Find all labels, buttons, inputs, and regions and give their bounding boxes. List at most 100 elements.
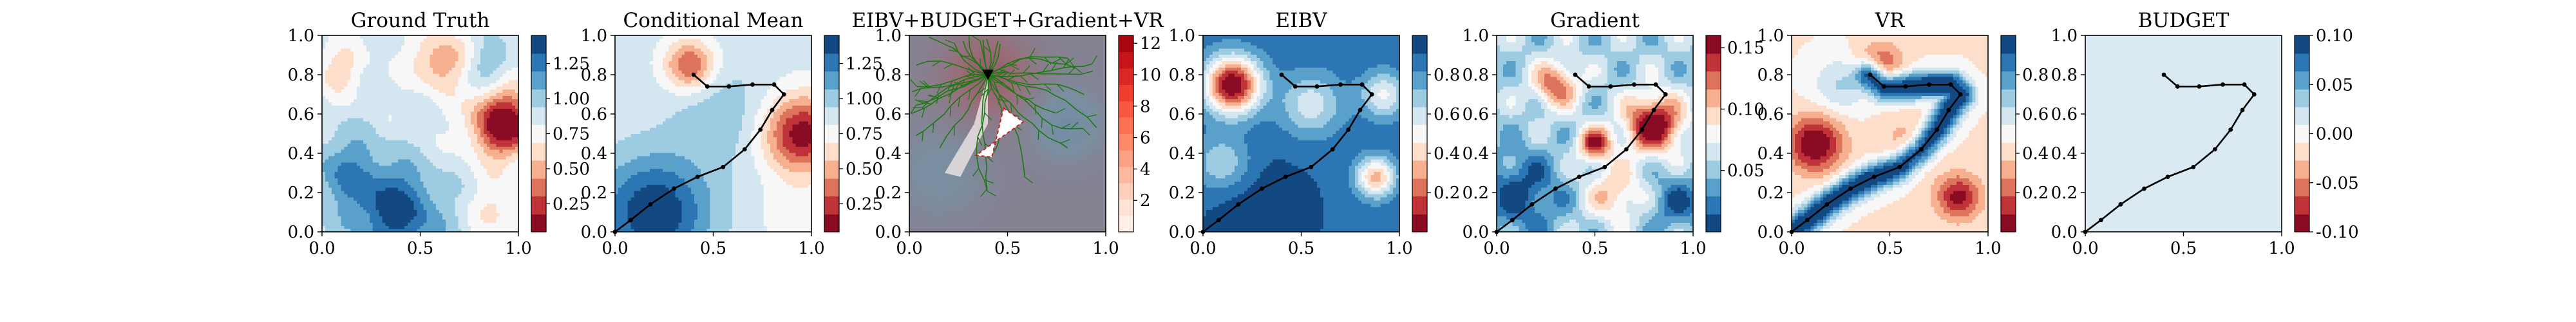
- y-tick-label: 0.4: [581, 144, 607, 164]
- trajectory-waypoint: [2240, 108, 2245, 113]
- colorbar: 0.2 0.4 0.6 0.8: [1412, 35, 1460, 232]
- y-tick-label: 1.0: [1463, 26, 1489, 46]
- trajectory-waypoint: [1602, 165, 1607, 169]
- trajectory-waypoint: [1805, 218, 1810, 223]
- trajectory-waypoint: [772, 82, 777, 87]
- y-tick-label: 0.2: [288, 184, 314, 203]
- colorbar-tick-label: 0.75: [846, 125, 883, 144]
- colorbar-tick-label: 0.50: [553, 160, 590, 179]
- heatmap-ground-truth: [322, 35, 519, 232]
- y-tick-label: 0.4: [875, 144, 902, 164]
- trajectory-waypoint: [2212, 147, 2217, 152]
- colorbar-tick-label: 0.25: [553, 194, 590, 214]
- y-tick-label: 0.6: [581, 105, 607, 124]
- colorbar-tick-label: 6: [1140, 129, 1151, 148]
- trajectory-waypoint: [1577, 175, 1582, 179]
- x-tick-label: 0.0: [896, 239, 922, 258]
- trajectory-waypoint: [1958, 92, 1963, 97]
- y-tick-label: 0.2: [1757, 184, 1784, 203]
- colorbar-tick-label: 0.50: [846, 160, 883, 179]
- x-tick-label: 1.0: [1975, 239, 2001, 258]
- x-tick-label: 1.0: [505, 239, 531, 258]
- x-tick-label: 1.0: [1680, 239, 1706, 258]
- subplot-7: 0.0 0.5 1.00.00.20.40.60.81.0BUDGET-0.10-0…: [2051, 9, 2359, 258]
- selected-region-triangle: [974, 107, 1025, 158]
- trajectory-waypoint: [1358, 108, 1363, 113]
- trajectory-waypoint: [1608, 84, 1613, 89]
- colorbar-tick-label: 1.00: [553, 90, 590, 109]
- colorbar-tick-label: 0.10: [2316, 26, 2353, 46]
- x-tick-label: 0.0: [1483, 239, 1510, 258]
- colorbar-tick-label: 0.4: [2022, 144, 2049, 164]
- colorbar-tick-label: 12: [1140, 34, 1161, 53]
- trajectory-waypoint: [721, 165, 726, 169]
- heatmap-vr: [1792, 35, 1989, 232]
- y-tick-label: 0.2: [581, 184, 607, 203]
- colorbar-tick-label: 1.25: [846, 55, 883, 74]
- x-tick-label: 0.0: [308, 239, 335, 258]
- subplot-title: EIBV: [1275, 9, 1327, 32]
- trajectory-waypoint: [1530, 202, 1535, 207]
- trajectory-waypoint: [1848, 186, 1853, 191]
- colorbar: 0.2 0.4 0.6 0.8: [2000, 35, 2049, 232]
- y-tick-label: 1.0: [581, 26, 607, 46]
- y-tick-label: 0.8: [1169, 66, 1195, 85]
- trajectory-waypoint: [1279, 72, 1284, 77]
- trajectory-waypoint: [2175, 84, 2180, 89]
- y-tick-label: 0.4: [1169, 144, 1195, 164]
- trajectory-waypoint: [1236, 202, 1241, 207]
- y-tick-label: 0.2: [1463, 184, 1489, 203]
- colorbar-tick-label: 10: [1140, 66, 1161, 85]
- x-tick-label: 0.5: [1288, 239, 1314, 258]
- trajectory-waypoint: [1903, 84, 1908, 89]
- colorbar-tick-label: 0.25: [846, 194, 883, 214]
- trajectory-waypoint: [1346, 128, 1351, 132]
- trajectory-waypoint: [2161, 72, 2166, 77]
- heatmap-gradient: [1497, 35, 1694, 232]
- subplot-title: EIBV+BUDGET+Gradient+VR: [851, 9, 1164, 32]
- colorbar-tick-label: 0.2: [2022, 184, 2049, 203]
- x-tick-label: 0.5: [1582, 239, 1608, 258]
- trajectory-waypoint: [1293, 84, 1298, 89]
- y-tick-label: 0.4: [1463, 144, 1489, 164]
- trajectory-waypoint: [1338, 82, 1343, 87]
- colorbar-tick-label: 1.00: [846, 90, 883, 109]
- y-tick-label: 0.4: [1757, 144, 1784, 164]
- y-tick-label: 0.2: [2051, 184, 2078, 203]
- trajectory-waypoint: [742, 147, 747, 152]
- colorbar-tick-label: -0.10: [2316, 223, 2359, 242]
- x-tick-label: 0.5: [407, 239, 433, 258]
- x-tick-label: 0.0: [2072, 239, 2098, 258]
- x-tick-label: 0.5: [994, 239, 1021, 258]
- trajectory-waypoint: [2099, 218, 2103, 223]
- subplot-title: BUDGET: [2138, 9, 2230, 32]
- trajectory-waypoint: [1881, 84, 1886, 89]
- trajectory-waypoint: [1935, 128, 1940, 132]
- trajectory-waypoint: [1897, 165, 1902, 169]
- y-tick-label: 1.0: [288, 26, 314, 46]
- trajectory-waypoint: [758, 128, 763, 132]
- x-tick-label: 1.0: [1092, 239, 1119, 258]
- trajectory-waypoint: [2118, 202, 2123, 207]
- colorbar: 0.25 0.50 0.75 1.00 1.25: [531, 35, 590, 232]
- trajectory-waypoint: [1868, 72, 1873, 77]
- colorbar-tick-label: 0.2: [1434, 184, 1460, 203]
- x-tick-label: 0.5: [1877, 239, 1903, 258]
- trajectory-waypoint: [1314, 84, 1320, 89]
- y-tick-label: 0.6: [1757, 105, 1784, 124]
- x-tick-label: 1.0: [1386, 239, 1412, 258]
- y-tick-label: 0.6: [288, 105, 314, 124]
- y-tick-label: 0.8: [1757, 66, 1784, 85]
- y-tick-label: 0.8: [288, 66, 314, 85]
- trajectory-waypoint: [1260, 186, 1264, 191]
- trajectory-waypoint: [1359, 82, 1365, 87]
- y-tick-label: 0.6: [1463, 105, 1489, 124]
- trajectory-waypoint: [1283, 175, 1288, 179]
- y-tick-label: 0.8: [875, 66, 902, 85]
- colorbar-tick-label: 0.10: [1727, 100, 1765, 119]
- trajectory-waypoint: [2242, 82, 2247, 87]
- colorbar-tick-label: 0.6: [2022, 105, 2049, 124]
- trajectory-waypoint: [1632, 82, 1636, 87]
- trajectory-waypoint: [1624, 147, 1629, 152]
- trajectory-waypoint: [2165, 175, 2170, 179]
